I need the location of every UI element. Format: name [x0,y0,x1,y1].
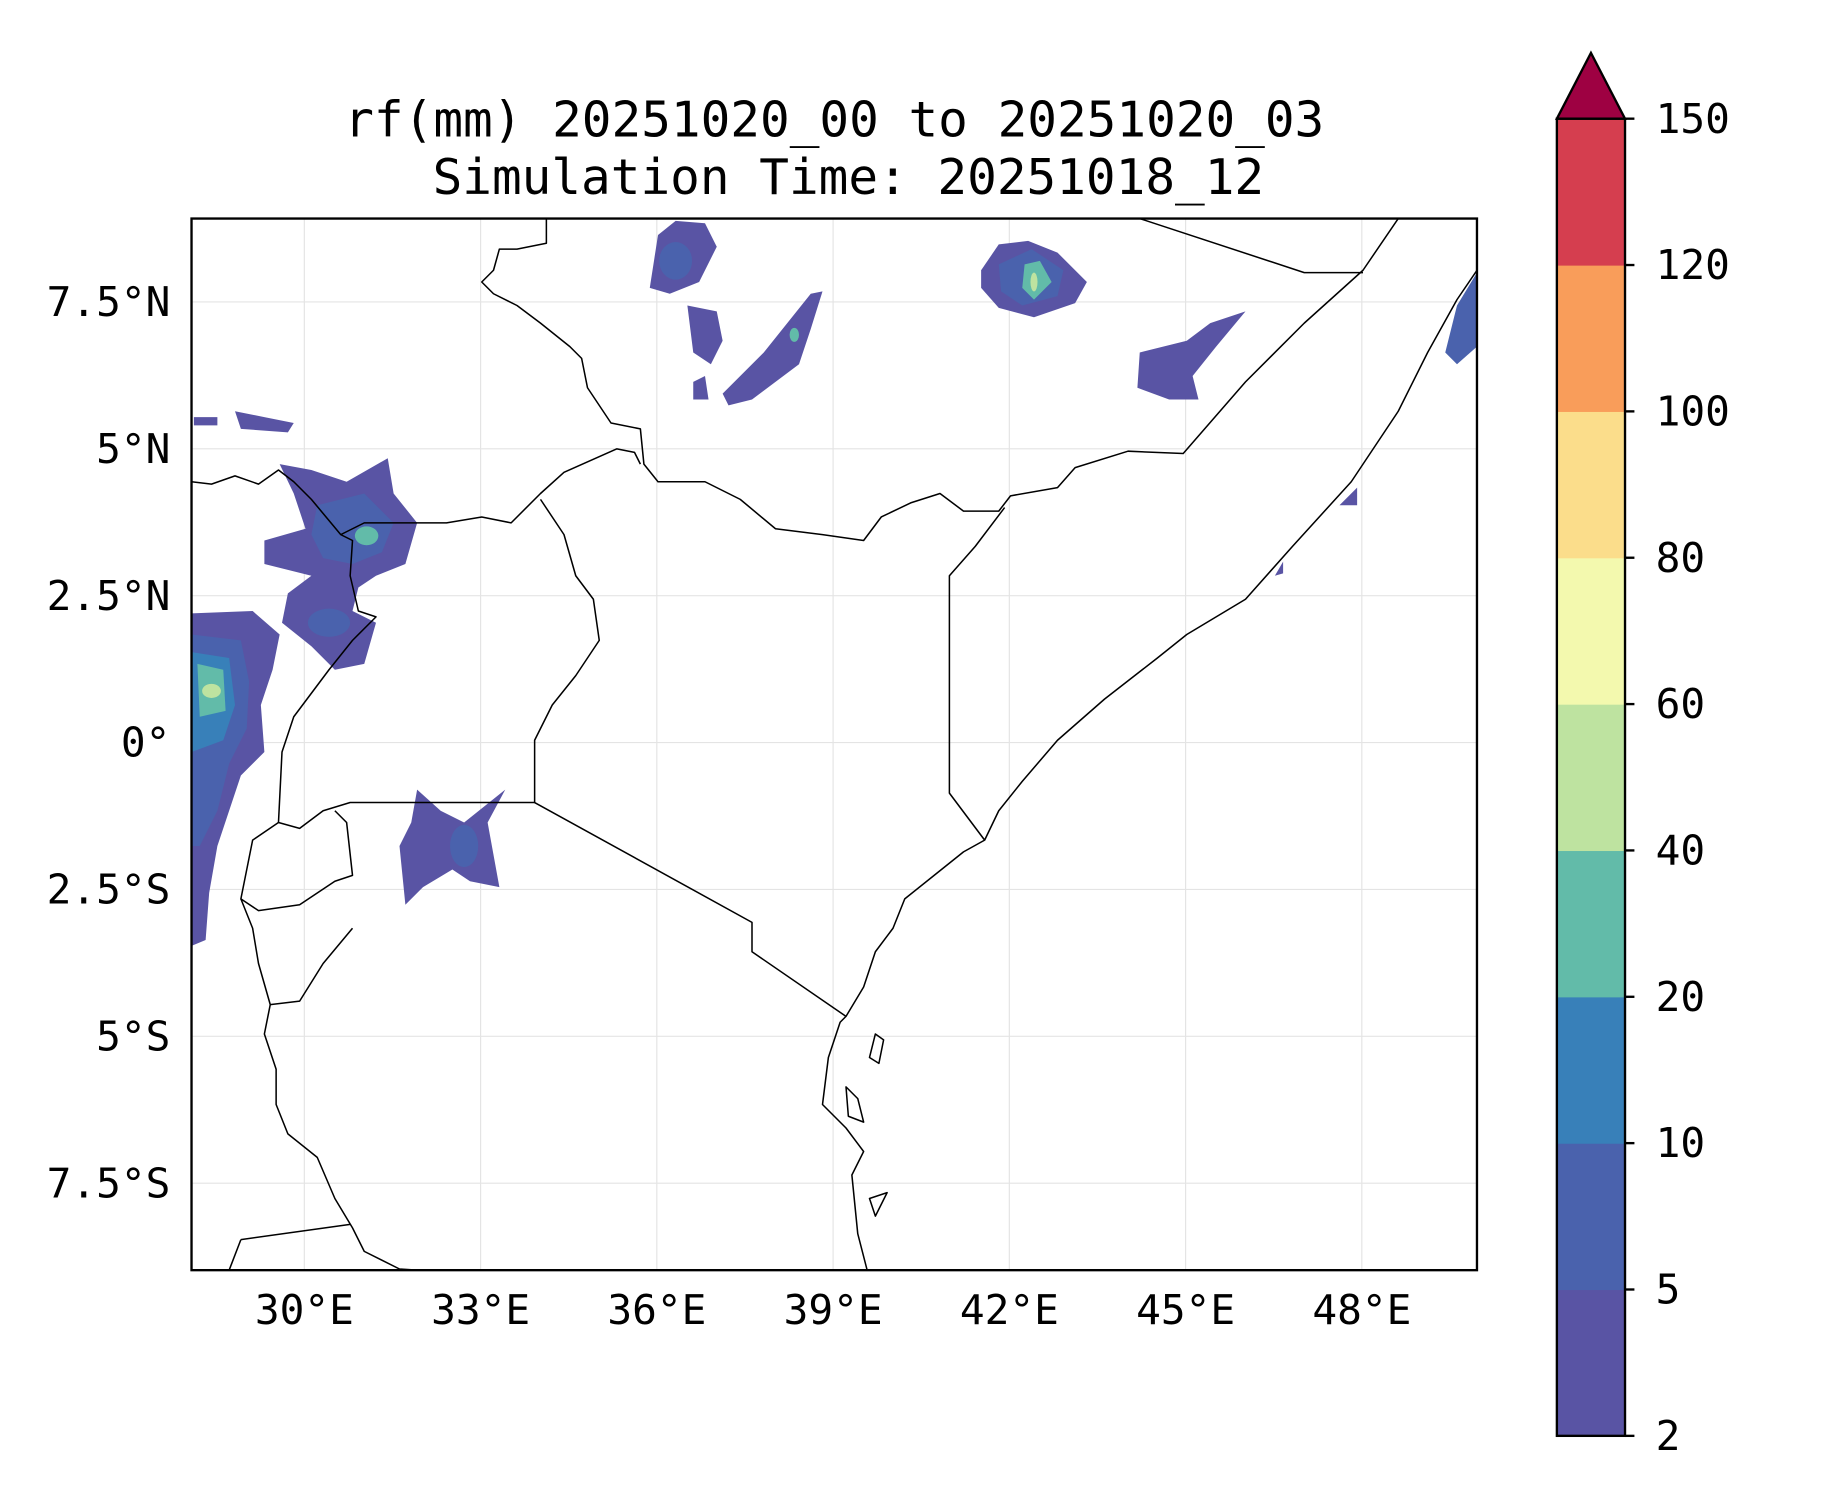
rain-region-uganda-patch [307,608,351,637]
chart-title-line2: Simulation Time: 20251018_12 [433,148,1265,206]
colorbar-tick-label: 20 [1656,973,1706,1021]
colorbar-segment [1556,1289,1626,1437]
rain-region-somalia-small [1274,487,1358,576]
x-axis: 30°E 33°E 36°E 39°E 42°E 45°E 48°E [255,1286,1411,1334]
rain-region-sw-ethiopia-inner [659,242,693,280]
rain-region-ethiopia-chain-core [789,327,800,342]
x-tick-label: 30°E [255,1286,354,1334]
rainfall-contours [191,220,1477,946]
rain-region-somalia [1445,272,1477,365]
colorbar-segment [1556,704,1626,852]
x-tick-label: 48°E [1312,1286,1411,1334]
x-tick-label: 33°E [431,1286,530,1334]
rain-region-drc-max [202,683,221,698]
x-tick-label: 45°E [1136,1286,1235,1334]
chart-title-line1: rf(mm) 20251020_00 to 20251020_03 [344,90,1324,148]
colorbar-frame [1555,117,1627,1438]
y-tick-label: 7.5°N [47,278,171,326]
colorbar-segment [1556,850,1626,998]
rain-region-east-ethiopia [1137,311,1246,400]
y-tick-label: 2.5°N [47,572,171,620]
axes-frame [190,217,1479,1272]
y-tick-label: 0° [121,719,171,767]
gridlines [191,218,1477,1271]
colorbar-tick-label: 2 [1656,1412,1681,1460]
x-tick-label: 42°E [960,1286,1059,1334]
map-axes: 30°E 33°E 36°E 39°E 42°E 45°E 48°E 7.5°N 5°N 2.5… [47,217,1479,1334]
y-tick-label: 5°S [96,1012,170,1060]
y-tick-label: 7.5°S [47,1159,171,1207]
colorbar-segment [1556,411,1626,559]
x-tick-label: 39°E [784,1286,883,1334]
x-tick-label: 36°E [607,1286,706,1334]
colorbar-tick-label: 10 [1656,1119,1706,1167]
colorbar-segment [1556,1143,1626,1291]
y-tick-label: 5°N [96,425,170,473]
country-borders [191,218,1477,1271]
colorbar-tick-label: 60 [1656,680,1706,728]
colorbar: 2 5 10 20 40 60 80 100 120 150 [1554,50,1730,1460]
colorbar-tick-label: 100 [1656,387,1730,435]
rain-region-ethiopia-chain [687,291,823,406]
colorbar-tick-label: 80 [1656,534,1706,582]
rain-region-bale-max [1030,272,1038,292]
colorbar-segment [1556,996,1626,1144]
rain-region-small [193,411,294,433]
colorbar-tick-label: 120 [1656,241,1730,289]
colorbar-tick-label: 5 [1656,1266,1681,1314]
colorbar-tick-label: 40 [1656,827,1706,875]
colorbar-tick-label: 150 [1656,95,1730,143]
y-axis: 7.5°N 5°N 2.5°N 0° 2.5°S 5°S 7.5°S [47,278,171,1207]
colorbar-extend-triangle [1554,50,1627,120]
rain-region-ssd-uganda [264,458,418,670]
colorbar-segment [1556,265,1626,412]
rain-region-lake-victoria-inner [450,824,479,868]
y-tick-label: 2.5°S [47,866,171,914]
colorbar-segment [1556,557,1626,705]
colorbar-segment [1556,118,1626,266]
rain-region-ssd-peak [354,526,379,546]
